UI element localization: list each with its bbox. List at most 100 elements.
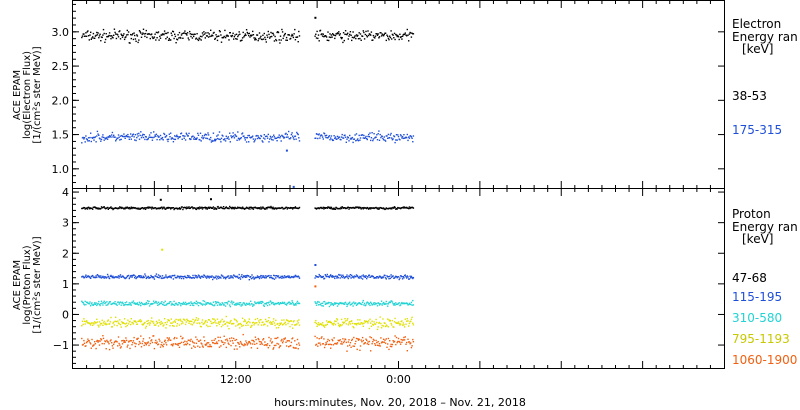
data-point-1060-1900 [219, 336, 221, 339]
data-point-38-53 [367, 30, 369, 32]
data-point-175-315 [246, 137, 248, 139]
data-point-1060-1900 [127, 341, 130, 343]
data-point-795-1193 [370, 322, 372, 324]
data-point-38-53 [363, 31, 365, 34]
data-point-38-53 [201, 32, 204, 34]
data-point-115-195 [148, 277, 150, 279]
data-point-175-315 [376, 139, 379, 141]
data-point-1060-1900 [212, 342, 215, 344]
data-point-310-580 [203, 303, 205, 305]
data-point-175-315 [106, 136, 108, 139]
data-point-115-195 [286, 276, 288, 278]
electron-ylabel-line-3: [1/(cm²s ster MeV)] [32, 46, 43, 143]
data-point-795-1193 [408, 325, 410, 327]
data-point-38-53 [119, 38, 122, 40]
data-point-38-53 [98, 35, 101, 37]
data-point-115-195 [370, 276, 372, 278]
data-point-310-580 [395, 302, 397, 304]
data-point-1060-1900 [397, 337, 400, 340]
data-point-795-1193 [221, 318, 223, 321]
data-point-175-315 [134, 139, 136, 141]
data-point-175-315 [406, 137, 408, 139]
data-point-310-580 [345, 303, 347, 305]
data-point-795-1193 [209, 325, 211, 327]
data-point-310-580 [400, 302, 402, 305]
data-point-38-53 [349, 33, 351, 36]
data-point-47-68 [181, 206, 183, 208]
data-point-310-580 [249, 304, 251, 306]
data-point-1060-1900 [194, 346, 196, 348]
data-point-175-315 [179, 136, 181, 138]
data-point-795-1193 [164, 322, 166, 324]
data-point-1060-1900 [376, 344, 379, 346]
data-point-1060-1900 [173, 338, 175, 340]
data-point-310-580 [96, 303, 99, 305]
data-point-115-195 [403, 274, 406, 277]
data-point-38-53 [408, 40, 410, 42]
data-point-795-1193 [322, 324, 324, 326]
data-point-175-315 [277, 136, 280, 138]
data-point-175-315 [210, 136, 212, 139]
data-point-38-53 [191, 37, 194, 39]
data-point-310-580 [152, 302, 154, 305]
data-point-38-53 [223, 35, 225, 38]
data-point-1060-1900 [354, 343, 356, 345]
data-point-795-1193 [176, 323, 179, 325]
data-point-38-53 [183, 32, 185, 34]
data-point-795-1193 [362, 325, 364, 327]
data-point-795-1193 [381, 324, 383, 327]
data-point-310-580 [99, 304, 101, 307]
data-point-38-53 [281, 31, 284, 33]
data-point-175-315 [92, 136, 95, 139]
data-point-38-53 [104, 41, 106, 43]
data-point-1060-1900 [263, 344, 265, 346]
data-point-38-53 [359, 33, 362, 35]
data-point-175-315 [151, 139, 154, 141]
data-point-1060-1900 [94, 343, 97, 345]
data-point-175-315 [110, 136, 112, 138]
data-point-1060-1900 [175, 343, 177, 346]
data-point-795-1193 [325, 320, 328, 322]
data-points-layer [81, 16, 415, 352]
data-point-175-315 [317, 134, 320, 136]
data-point-1060-1900 [335, 342, 337, 345]
data-point-47-68 [357, 207, 360, 209]
data-point-47-68 [276, 207, 278, 209]
data-point-310-580 [281, 302, 283, 305]
data-point-1060-1900 [186, 342, 189, 345]
data-point-38-53 [145, 29, 147, 32]
data-point-310-580 [319, 304, 322, 306]
data-point-1060-1900 [191, 347, 193, 349]
data-point-38-53 [262, 38, 265, 40]
data-point-47-68 [229, 205, 231, 208]
data-point-310-580 [138, 304, 140, 306]
data-point-38-53 [135, 40, 137, 42]
data-point-795-1193 [106, 323, 108, 325]
data-point-310-580 [222, 302, 224, 305]
data-point-175-315 [130, 138, 132, 140]
data-point-175-315 [99, 138, 101, 140]
data-point-115-195 [111, 276, 114, 279]
data-point-38-53 [321, 33, 323, 35]
data-point-310-580 [230, 301, 232, 304]
data-point-175-315 [257, 135, 259, 137]
data-point-1060-1900 [271, 342, 273, 344]
data-point-795-1193 [159, 322, 161, 324]
data-point-175-315 [327, 137, 329, 139]
data-point-115-195 [157, 276, 159, 278]
data-point-1060-1900 [370, 350, 372, 352]
data-point-115-195 [186, 277, 188, 279]
data-point-795-1193 [200, 326, 202, 328]
data-point-795-1193 [249, 321, 251, 324]
data-point-115-195 [234, 275, 236, 277]
data-point-1060-1900 [142, 338, 145, 340]
data-point-310-580 [266, 302, 268, 304]
data-point-47-68 [169, 207, 171, 209]
data-point-1060-1900 [282, 340, 284, 342]
data-point-310-580 [145, 301, 147, 304]
data-point-47-68 [266, 208, 268, 210]
data-point-795-1193 [267, 320, 269, 322]
data-point-47-68 [264, 208, 267, 210]
data-point-795-1193 [347, 318, 349, 320]
data-point-310-580 [320, 302, 322, 305]
